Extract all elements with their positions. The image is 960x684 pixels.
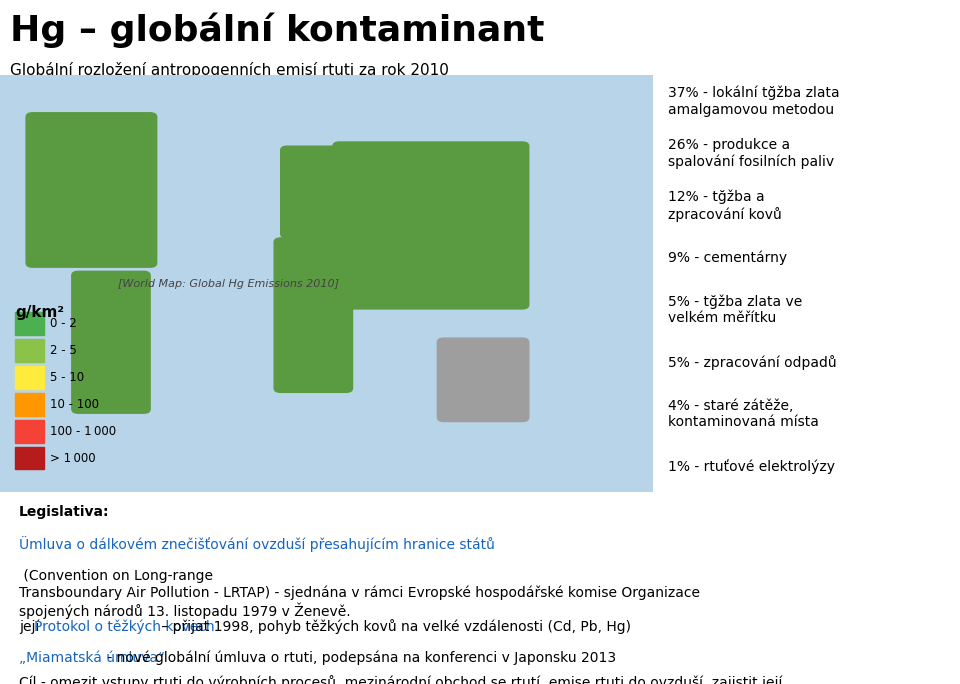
Text: – přijat 1998, pohyb těžkých kovů na velké vzdálenosti (Cd, Pb, Hg): – přijat 1998, pohyb těžkých kovů na vel… [156, 620, 631, 634]
FancyBboxPatch shape [280, 146, 346, 238]
FancyBboxPatch shape [26, 113, 156, 267]
Text: 0 - 2: 0 - 2 [50, 317, 77, 330]
Text: 1% - rtuťové elektrolýzy: 1% - rtuťové elektrolýzy [668, 459, 835, 474]
Text: (Convention on Long-range
Transboundary Air Pollution - LRTAP) - sjednána v rámc: (Convention on Long-range Transboundary … [19, 570, 700, 620]
Bar [15, 393, 44, 416]
Text: 26% - produkce a
spalování fosilních paliv: 26% - produkce a spalování fosilních pal… [668, 138, 834, 169]
Text: Ümluva o dálkovém znečišťování ovzduší přesahujícím hranice států: Ümluva o dálkovém znečišťování ovzduší p… [19, 536, 495, 552]
FancyBboxPatch shape [438, 338, 529, 421]
Text: g/km²: g/km² [15, 305, 64, 320]
FancyBboxPatch shape [333, 142, 529, 309]
Text: „Miamatská úmluva“: „Miamatská úmluva“ [19, 650, 165, 665]
Text: 37% - lokální tğžba zlata
amalgamovou metodou: 37% - lokální tğžba zlata amalgamovou me… [668, 86, 840, 117]
Bar [15, 447, 44, 469]
Text: její: její [19, 620, 44, 634]
Text: 2 - 5: 2 - 5 [50, 344, 77, 357]
Text: 9% - cementárny: 9% - cementárny [668, 250, 787, 265]
Bar [15, 366, 44, 389]
Bar [15, 313, 44, 335]
Text: Globální rozložení antropogenních emisí rtuti za rok 2010: Globální rozložení antropogenních emisí … [10, 62, 448, 77]
Text: Protokol o těžkých kovech: Protokol o těžkých kovech [35, 620, 215, 634]
Text: 10 - 100: 10 - 100 [50, 398, 99, 411]
Text: 12% - tğžba a
zpracování kovů: 12% - tğžba a zpracování kovů [668, 189, 781, 222]
Text: 5 - 10: 5 - 10 [50, 371, 84, 384]
Bar [15, 420, 44, 443]
Text: 5% - tğžba zlata ve
velkém měřítku: 5% - tğžba zlata ve velkém měřítku [668, 295, 803, 326]
Text: Hg – globální kontaminant: Hg – globální kontaminant [10, 12, 544, 48]
Text: - nové globální úmluva o rtuti, podepsána na konferenci v Japonsku 2013: - nové globální úmluva o rtuti, podepsán… [103, 650, 616, 666]
FancyBboxPatch shape [72, 272, 150, 413]
Text: 100 - 1 000: 100 - 1 000 [50, 425, 116, 438]
Bar [15, 339, 44, 363]
Text: 4% - staré zátěže,
kontaminovaná místa: 4% - staré zátěže, kontaminovaná místa [668, 399, 819, 430]
Text: Legislativa:: Legislativa: [19, 505, 109, 519]
Text: 5% - zpracování odpadů: 5% - zpracování odpadů [668, 354, 837, 369]
Text: Cíl - omezit vstupy rtuti do výrobních procesů, mezinárodní obchod se rtutí, emi: Cíl - omezit vstupy rtuti do výrobních p… [19, 674, 782, 684]
FancyBboxPatch shape [275, 238, 352, 393]
Text: > 1 000: > 1 000 [50, 451, 96, 464]
Text: [World Map: Global Hg Emissions 2010]: [World Map: Global Hg Emissions 2010] [118, 279, 339, 289]
